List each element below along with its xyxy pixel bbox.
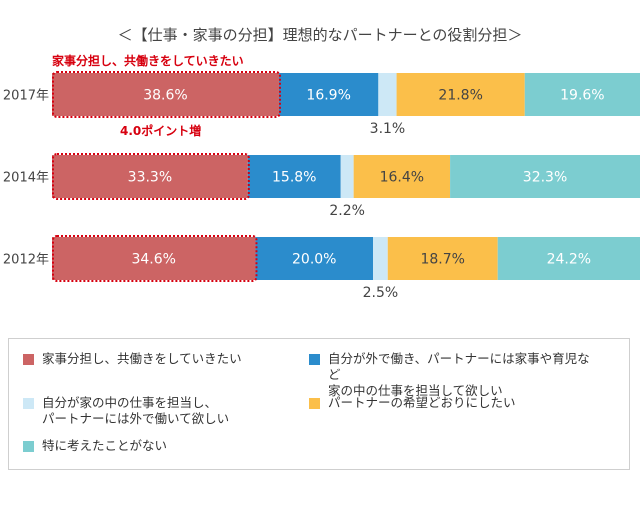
stacked-bar-chart: ＜【仕事・家事の分担】理想的なパートナーとの役割分担＞ 2017年 38.6% 16… [3, 26, 640, 301]
bar-segment-1-5 [524, 73, 640, 116]
legend-item-3: 自分が家の中の仕事を担当し、 パートナーには外で働いて欲しい [23, 395, 313, 427]
data-label-3-1: 34.6% [131, 252, 175, 268]
bar-segment-2-2 [247, 155, 341, 198]
data-label-2-4: 16.4% [380, 170, 424, 186]
data-label-3-2: 20.0% [292, 252, 336, 268]
bar-segment-1-1 [52, 73, 279, 116]
data-label-2-5: 32.3% [523, 170, 567, 186]
data-label-2-2: 15.8% [272, 170, 316, 186]
highlight-frame-3 [52, 235, 258, 282]
bar-segment-2-5 [450, 155, 640, 198]
bar-segment-3-4 [387, 237, 498, 280]
year-label-2014: 2014年 [3, 171, 49, 186]
annotation-top-note: 家事分担し、共働きをしていきたい [52, 53, 244, 68]
data-label-1-5: 19.6% [560, 88, 604, 104]
bar-segment-3-2 [255, 237, 374, 280]
legend-item-2: 自分が外で働き、パートナーには家事や育児など 家の中の仕事を担当して欲しい [309, 351, 599, 399]
bar-segment-2-4 [353, 155, 451, 198]
legend-item-1: 家事分担し、共働きをしていきたい [23, 351, 313, 367]
legend-label-1: 家事分担し、共働きをしていきたい [42, 351, 242, 366]
data-label-1-2: 16.9% [306, 88, 350, 104]
bars-layer: 2017年 38.6% 16.9% 3.1% 21.8% 19.6% 2014年 33.3% 1… [3, 71, 640, 301]
highlight-frame-2 [52, 153, 250, 200]
bar-segment-1-3 [378, 73, 397, 116]
legend-swatch-5 [23, 441, 34, 452]
legend-label-2: 自分が外で働き、パートナーには家事や育児など 家の中の仕事を担当して欲しい [328, 351, 590, 398]
legend-swatch-2 [309, 354, 320, 365]
highlight-frame-1 [52, 71, 281, 118]
year-label-2017: 2017年 [3, 89, 49, 104]
bar-segment-1-4 [396, 73, 525, 116]
data-label-1-1: 38.6% [143, 88, 187, 104]
bar-segment-3-1 [52, 237, 256, 280]
legend-label-5: 特に考えたことがない [42, 438, 168, 453]
legend-swatch-1 [23, 354, 34, 365]
bar-segment-2-3 [340, 155, 354, 198]
annotation-change-note: 4.0ポイント増 [120, 123, 201, 138]
legend-swatch-3 [23, 398, 34, 409]
data-label-3-5: 24.2% [547, 252, 591, 268]
bar-segment-2-1 [52, 155, 248, 198]
legend-label-3: 自分が家の中の仕事を担当し、 パートナーには外で働いて欲しい [42, 395, 230, 426]
year-label-2012: 2012年 [3, 253, 49, 268]
chart-title: ＜【仕事・家事の分担】理想的なパートナーとの役割分担＞ [118, 26, 523, 44]
bar-segment-1-2 [278, 73, 379, 116]
data-label-3-3: 2.5% [363, 285, 399, 301]
data-label-2-3: 2.2% [329, 203, 365, 219]
bar-segment-3-3 [373, 237, 388, 280]
legend-item-4: パートナーの希望どおりにしたい [309, 395, 599, 411]
legend: 家事分担し、共働きをしていきたい 自分が外で働き、パートナーには家事や育児など 家… [8, 338, 630, 470]
data-label-2-1: 33.3% [128, 170, 172, 186]
data-label-1-3: 3.1% [370, 121, 406, 137]
data-label-1-4: 21.8% [438, 88, 482, 104]
data-label-3-4: 18.7% [420, 252, 464, 268]
annotations-layer: 家事分担し、共働きをしていきたい 4.0ポイント増 [52, 53, 244, 138]
legend-label-4: パートナーの希望どおりにしたい [328, 395, 516, 410]
legend-swatch-4 [309, 398, 320, 409]
bar-segment-3-5 [497, 237, 640, 280]
legend-item-5: 特に考えたことがない [23, 438, 313, 454]
